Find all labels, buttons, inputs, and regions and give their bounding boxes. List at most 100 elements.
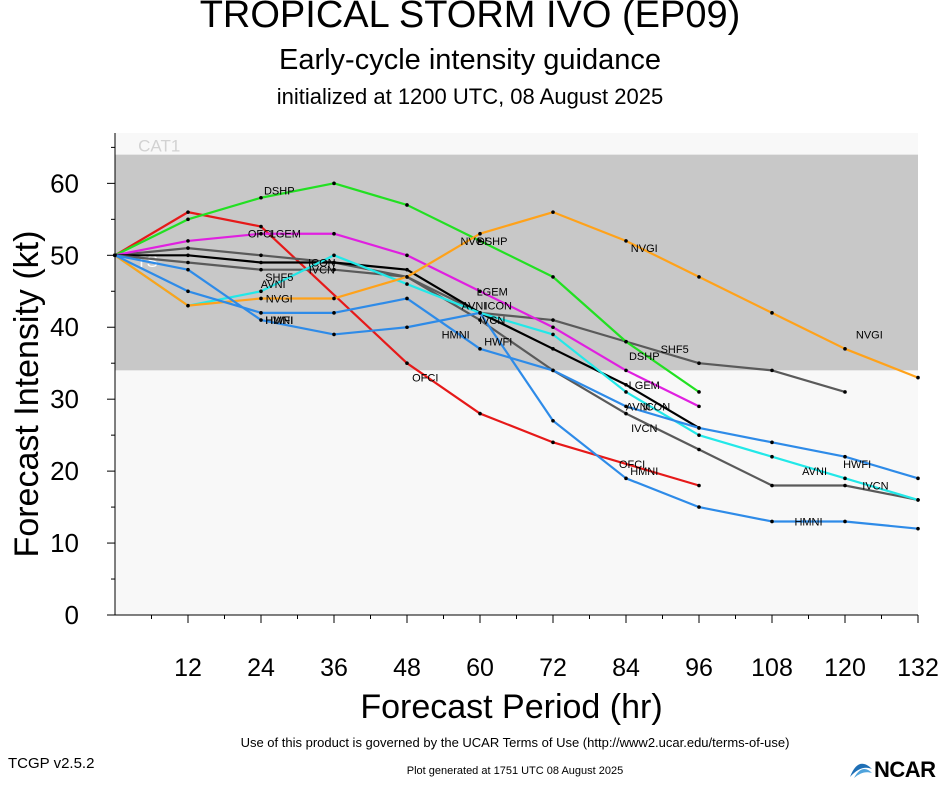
series-hwfi: [113, 253, 920, 481]
data-point: [551, 210, 555, 214]
data-point: [259, 260, 263, 265]
data-point: [551, 332, 555, 337]
series-label-lgem: LGEM: [477, 286, 508, 298]
data-point: [624, 390, 628, 394]
data-point: [259, 224, 263, 229]
data-point: [624, 368, 628, 373]
data-point: [332, 332, 336, 337]
series-label-ofci: OFCI: [619, 459, 645, 471]
series-line-ivcn: [114, 254, 919, 501]
data-point: [697, 433, 701, 437]
data-point: [332, 267, 336, 272]
data-point: [332, 260, 336, 265]
data-point: [551, 368, 555, 373]
data-point: [770, 440, 774, 445]
x-tick-label: 12: [174, 654, 202, 682]
series-label-shf5: SHF5: [265, 272, 293, 284]
data-point: [843, 483, 847, 488]
y-axis-title: Forecast Intensity (kt): [8, 231, 46, 558]
series-label-icon: ICON: [485, 301, 513, 313]
series-label-hwfi: HWFI: [484, 337, 512, 349]
data-point: [332, 311, 336, 315]
data-point: [770, 311, 774, 315]
series-label-avni: AVNI: [261, 279, 286, 291]
data-point: [405, 203, 409, 207]
data-point: [332, 231, 336, 236]
series-label-ivcn: IVCN: [479, 315, 505, 327]
data-point: [551, 275, 555, 279]
data-point: [405, 361, 409, 366]
series-label-icon: ICON: [308, 257, 336, 269]
y-tick-label: 40: [50, 312, 79, 342]
series-line-avni: [114, 254, 919, 501]
data-point: [186, 210, 190, 214]
x-tick-label: 96: [685, 654, 713, 682]
series-label-ivcn: IVCN: [309, 265, 335, 277]
series-line-nvgi: [114, 211, 919, 379]
band-ts: [115, 154, 918, 371]
data-point: [624, 476, 628, 481]
series-label-shf5: SHF5: [661, 344, 689, 356]
data-point: [478, 231, 482, 236]
data-point: [186, 289, 190, 294]
series-hmni: [113, 253, 920, 531]
data-point: [697, 390, 701, 394]
data-point: [770, 454, 774, 459]
data-point: [259, 253, 263, 258]
data-point: [478, 318, 482, 322]
band-label-cat1: CAT1: [138, 137, 180, 156]
data-point: [478, 411, 482, 416]
data-point: [186, 217, 190, 222]
series-label-dshp: DSHP: [264, 186, 295, 198]
data-point: [697, 483, 701, 488]
data-point: [405, 253, 409, 258]
chart-subtitle: Early-cycle intensity guidance: [278, 44, 661, 76]
ncar-logo-icon: [850, 763, 872, 778]
data-point: [697, 426, 701, 430]
series-dshp: [113, 181, 701, 394]
series-label-hmni: HMNI: [794, 516, 822, 528]
x-tick-label: 36: [320, 654, 348, 682]
data-point: [259, 267, 263, 272]
data-point: [697, 447, 701, 452]
series-label-avni: AVNI: [461, 301, 486, 313]
data-point: [916, 375, 920, 380]
x-tick-label: 24: [247, 654, 275, 682]
y-tick-label: 0: [65, 600, 79, 630]
series-label-nvgi: NVGI: [266, 293, 293, 305]
data-point: [843, 390, 847, 394]
data-point: [405, 267, 409, 272]
series-label-nvgi: NVGI: [460, 236, 487, 248]
series-label-lgem: LGEM: [629, 380, 660, 392]
data-point: [113, 253, 117, 258]
series-label-ivcn: IVCN: [862, 481, 888, 493]
x-tick-label: 60: [466, 654, 494, 682]
series-label-ofci: OFCI: [412, 373, 438, 385]
data-point: [478, 239, 482, 243]
data-point: [843, 476, 847, 481]
data-point: [186, 260, 190, 265]
series-label-ivcn: IVCN: [631, 423, 657, 435]
series-label-nvgi: NVGI: [856, 329, 883, 341]
x-tick-label: 48: [393, 654, 421, 682]
data-point: [697, 505, 701, 509]
data-point: [259, 231, 263, 236]
series-label-hwfi: HWFI: [265, 315, 293, 327]
data-point: [259, 289, 263, 294]
data-point: [551, 418, 555, 423]
band-cat1: [115, 133, 918, 155]
series-label-hmni: HMNI: [630, 466, 658, 478]
y-tick-label: 20: [50, 456, 79, 486]
data-point: [478, 347, 482, 351]
data-point: [916, 498, 920, 502]
data-point: [916, 476, 920, 481]
series-label-nvgi: NVGI: [631, 243, 658, 255]
y-tick-label: 10: [50, 528, 79, 558]
data-point: [405, 282, 409, 286]
data-point: [916, 526, 920, 531]
series-line-hmni: [114, 254, 919, 530]
data-point: [186, 239, 190, 243]
data-point: [332, 296, 336, 301]
data-point: [551, 347, 555, 351]
band-td: [115, 370, 918, 615]
